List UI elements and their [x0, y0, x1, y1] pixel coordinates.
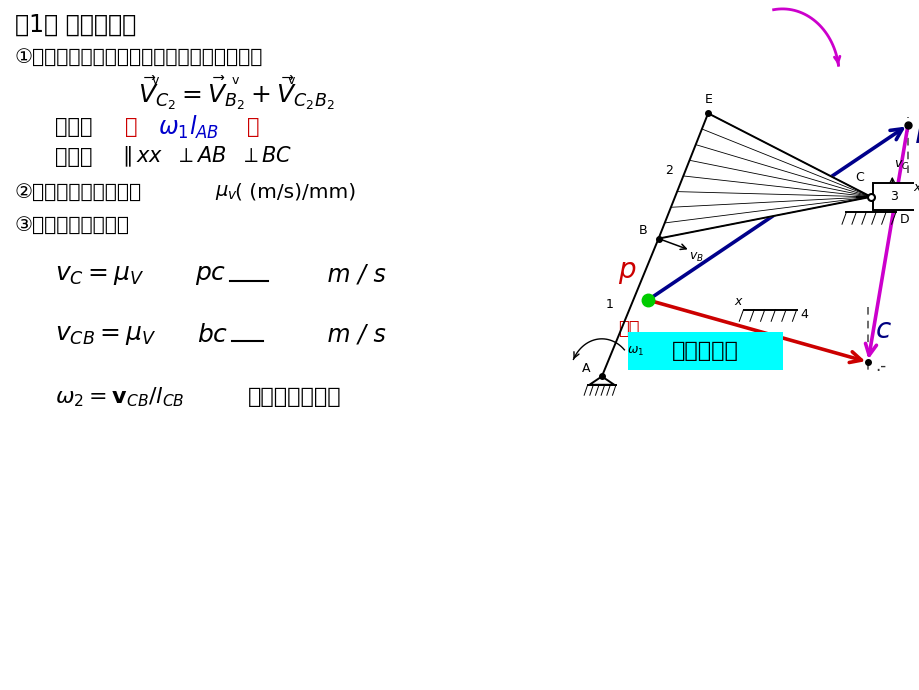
Text: D: D [899, 213, 908, 226]
Text: v: v [152, 74, 159, 86]
Text: $\vec{V}_{C_2} = \vec{V}_{B_2} + \vec{V}_{C_2B_2}$: $\vec{V}_{C_2} = \vec{V}_{B_2} + \vec{V}… [138, 75, 335, 112]
Text: $\omega_1 l_{AB}$: $\omega_1 l_{AB}$ [158, 113, 219, 141]
Text: v: v [288, 74, 295, 86]
Bar [872, 184, 914, 210]
Polygon shape [658, 113, 870, 239]
Text: 方向：: 方向： [55, 147, 106, 167]
Text: .-: .- [874, 357, 885, 375]
Text: $\mu_v$: $\mu_v$ [215, 182, 238, 201]
Text: x: x [913, 181, 919, 194]
Text: 4: 4 [800, 308, 807, 321]
Text: x: x [734, 295, 742, 308]
Text: 大小：: 大小： [55, 117, 93, 137]
Text: $v_B$: $v_B$ [688, 251, 703, 264]
Text: $bc$: $bc$ [197, 323, 228, 347]
Text: C: C [854, 171, 863, 184]
Text: ③作图求解未知量：: ③作图求解未知量： [15, 215, 130, 235]
Bar [628, 332, 782, 370]
Text: $p$: $p$ [617, 258, 635, 286]
Text: m / s: m / s [289, 323, 385, 347]
Text: （逆时针方向）: （逆时针方向） [248, 387, 341, 407]
Text: $\parallel xx$  $\perp AB$  $\perp BC$: $\parallel xx$ $\perp AB$ $\perp BC$ [118, 145, 292, 169]
Text: $v_C = \mu_V$: $v_C = \mu_V$ [55, 263, 144, 287]
Text: 极点: 极点 [618, 320, 640, 338]
Text: ②确定速度图解比例尺: ②确定速度图解比例尺 [15, 182, 142, 201]
Text: 1: 1 [605, 297, 613, 310]
Text: ( (m/s)/mm): ( (m/s)/mm) [234, 182, 356, 201]
Text: A: A [582, 362, 590, 375]
Text: ？: ？ [246, 117, 259, 137]
Text: $\omega_1$: $\omega_1$ [626, 344, 643, 357]
Text: 2: 2 [665, 164, 673, 177]
Text: $\omega_2 = \mathbf{v}_{CB} / l_{CB}$: $\omega_2 = \mathbf{v}_{CB} / l_{CB}$ [55, 385, 185, 408]
Text: E: E [704, 93, 711, 106]
Text: $c$: $c$ [874, 316, 891, 344]
Text: B: B [639, 224, 647, 237]
Text: 3: 3 [890, 190, 897, 204]
Text: v: v [232, 74, 239, 86]
Text: $v_C$: $v_C$ [893, 159, 909, 172]
Text: $pc$: $pc$ [195, 263, 226, 287]
Text: $v_{CB} = \mu_V$: $v_{CB} = \mu_V$ [55, 323, 156, 347]
Text: ①根据运动合成原理，列出速度矢量方程式：: ①根据运动合成原理，列出速度矢量方程式： [15, 48, 263, 66]
Text: （1） 速度关系：: （1） 速度关系： [15, 13, 136, 37]
Text: 速度多边形: 速度多边形 [672, 341, 738, 361]
Text: ？: ？ [125, 117, 137, 137]
Text: m / s: m / s [289, 263, 385, 287]
Text: $b$: $b$ [913, 120, 919, 149]
